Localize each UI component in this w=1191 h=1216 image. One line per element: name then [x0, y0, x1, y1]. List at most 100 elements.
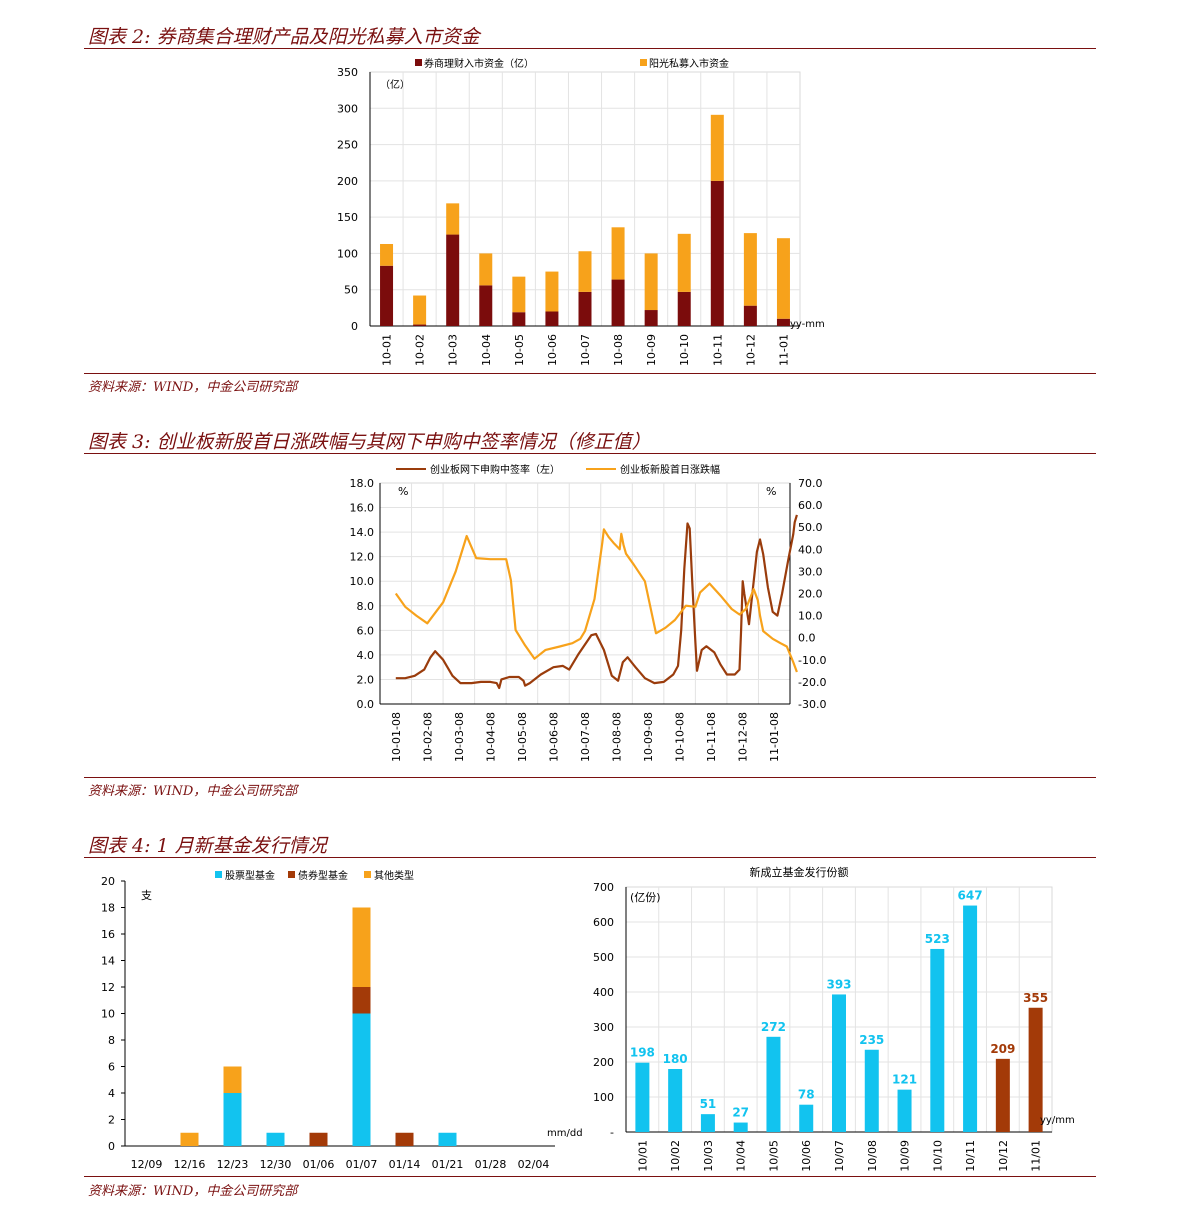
- bar-segment: [776, 318, 790, 326]
- bar-segment: [512, 312, 526, 326]
- x-tick-label: 02/04: [518, 1158, 550, 1171]
- y-tick-label: 18: [101, 902, 115, 915]
- figure3-chart: 0.0 2.0 4.0 6.0 8.0 10.0 12.0 14.0 16.0 18.0 -30.0…: [350, 463, 827, 762]
- figure4-left-chart: 0 2 4 6 8 10 12 14 16 18 20 12/09 12/16 12/23 12/30 01/…: [101, 869, 583, 1171]
- x-tick-label: 12/09: [131, 1158, 163, 1171]
- x-tick-label: 10/07: [833, 1140, 846, 1172]
- left-y-tick-label: 2.0: [357, 673, 375, 686]
- bar-segment: [677, 291, 691, 326]
- x-tick-label: 01/07: [346, 1158, 378, 1171]
- x-tick-label: 12/16: [174, 1158, 206, 1171]
- bar: [635, 1062, 650, 1132]
- y-tick-label: 300: [593, 1021, 614, 1034]
- x-tick-label: 10-05-08: [516, 712, 529, 762]
- legend-label: 券商理财入市资金（亿）: [424, 57, 534, 70]
- bar-segment: [446, 234, 460, 326]
- x-tick-label: 10-08: [612, 334, 625, 366]
- bar-segment: [413, 295, 427, 325]
- left-y-tick-label: 12.0: [350, 551, 375, 564]
- data-label: 78: [798, 1088, 815, 1102]
- y-tick-label: 250: [337, 139, 358, 152]
- y-tick-label: 700: [593, 881, 614, 894]
- x-tick-label: 01/21: [432, 1158, 464, 1171]
- data-label: 180: [663, 1052, 688, 1066]
- bar-segment: [578, 291, 592, 326]
- right-y-tick-label: -30.0: [798, 698, 826, 711]
- x-tick-label: 10/03: [702, 1140, 715, 1172]
- bar-segment: [644, 253, 658, 311]
- bar-segment: [710, 180, 724, 326]
- x-unit-label: yy/mm: [1040, 1115, 1075, 1126]
- x-tick-label: 10/05: [767, 1140, 780, 1172]
- right-y-tick-label: 60.0: [798, 499, 823, 512]
- right-y-tick-label: -20.0: [798, 676, 826, 689]
- bar-segment: [352, 1013, 371, 1146]
- x-tick-label: 10-11: [711, 334, 724, 366]
- x-tick-label: 10-10: [678, 334, 691, 366]
- y-tick-label: 200: [337, 175, 358, 188]
- y-tick-label: 20: [101, 875, 115, 888]
- left-y-tick-label: 18.0: [350, 477, 375, 490]
- bar-segment: [710, 114, 724, 181]
- x-tick-label: 10-06: [546, 334, 559, 366]
- data-label: 198: [630, 1046, 655, 1060]
- data-label: 272: [761, 1020, 786, 1034]
- series-line: [394, 528, 798, 673]
- bar-segment: [479, 253, 493, 286]
- data-label: 121: [892, 1073, 917, 1087]
- y-tick-label: 100: [337, 247, 358, 260]
- x-tick-label: 10/01: [636, 1140, 649, 1172]
- x-tick-label: 10/09: [899, 1140, 912, 1172]
- data-label: 209: [990, 1042, 1015, 1056]
- x-unit-label: yy-mm: [790, 319, 825, 330]
- bar: [766, 1036, 781, 1132]
- plot-area: [379, 482, 791, 705]
- x-tick-label: 10-11-08: [705, 712, 718, 762]
- bar-segment: [578, 251, 592, 292]
- bar-segment: [438, 1132, 457, 1146]
- bar: [799, 1104, 814, 1132]
- figure3-title: 图表 3: 创业板新股首日涨跌幅与其网下申购中签率情况（修正值）: [88, 431, 651, 453]
- figure2-top-rule: [84, 48, 1096, 49]
- data-label: 393: [826, 977, 851, 991]
- legend-swatch: [215, 871, 222, 878]
- legend-swatch: [640, 59, 647, 66]
- left-y-tick-label: 14.0: [350, 526, 375, 539]
- y-tick-label: 4: [108, 1087, 115, 1100]
- figure2-bottom-rule: [84, 373, 1096, 374]
- y-tick-label: 350: [337, 66, 358, 79]
- figure4-right-chart: - 100 200 300 400 500 600 700 198 10/01 180 10/02 51…: [593, 865, 1075, 1172]
- right-y-tick-label: 20.0: [798, 588, 823, 601]
- bar: [1028, 1007, 1043, 1132]
- right-y-tick-label: 30.0: [798, 565, 823, 578]
- y-tick-label: 500: [593, 951, 614, 964]
- x-tick-label: 10/12: [997, 1140, 1010, 1172]
- bar: [930, 948, 945, 1132]
- data-label: 27: [732, 1106, 749, 1120]
- y-unit-label: （亿）: [380, 78, 410, 91]
- x-tick-label: 12/30: [260, 1158, 292, 1171]
- bar: [897, 1089, 912, 1132]
- chart-title: 新成立基金发行份额: [750, 865, 849, 879]
- x-tick-label: 10-04: [480, 334, 493, 366]
- data-label: 51: [700, 1097, 717, 1111]
- bar-segment: [545, 311, 559, 326]
- legend-label: 创业板网下申购中签率（左）: [430, 463, 560, 476]
- y-tick-label: 16: [101, 928, 115, 941]
- x-tick-label: 10-12-08: [737, 712, 750, 762]
- right-y-tick-label: -10.0: [798, 654, 826, 667]
- legend-swatch: [415, 59, 422, 66]
- x-tick-label: 11/01: [1030, 1140, 1043, 1172]
- bar-segment: [446, 203, 460, 235]
- x-tick-label: 01/28: [475, 1158, 507, 1171]
- right-y-tick-label: 40.0: [798, 543, 823, 556]
- x-tick-label: 10/04: [735, 1140, 748, 1172]
- bar: [963, 905, 978, 1132]
- x-tick-label: 10-02-08: [421, 712, 434, 762]
- x-tick-label: 10/10: [931, 1140, 944, 1172]
- y-tick-label: 6: [108, 1061, 115, 1074]
- bar-segment: [413, 324, 427, 326]
- figure4-top-rule: [84, 857, 1096, 858]
- figure2-chart: 0 50 100 150 200 250 300 350 10-01 10-02 10-03 10-0…: [337, 57, 825, 366]
- x-tick-label: 10/08: [866, 1140, 879, 1172]
